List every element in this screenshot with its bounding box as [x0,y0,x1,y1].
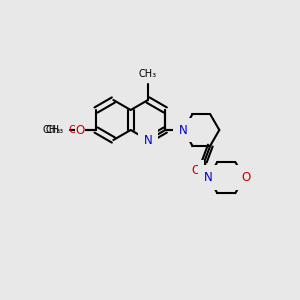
Text: O: O [69,125,77,135]
Text: O: O [242,171,251,184]
Text: CH₃: CH₃ [43,125,61,135]
Text: CH₃: CH₃ [139,69,157,79]
Text: N: N [179,124,188,136]
Text: N: N [144,134,152,148]
Text: O: O [75,124,85,136]
Text: CH₃: CH₃ [46,125,64,135]
Text: O: O [192,164,201,177]
Text: N: N [204,171,213,184]
